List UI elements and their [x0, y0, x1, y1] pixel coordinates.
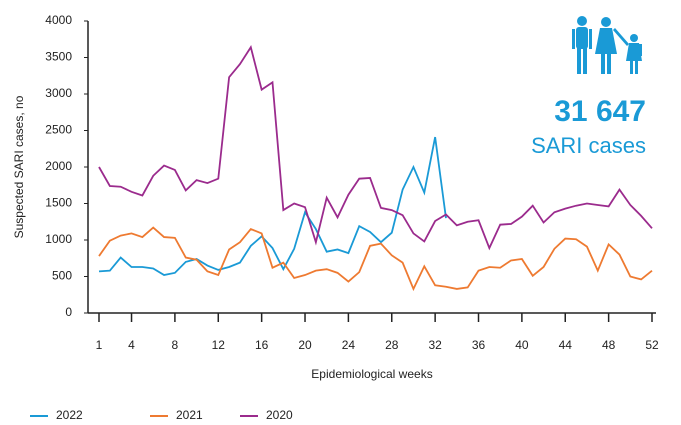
- x-tick-label: 48: [602, 338, 616, 352]
- annotation-number: 31 647: [554, 95, 646, 128]
- x-tick-label: 52: [645, 338, 659, 352]
- x-tick-label: 16: [255, 338, 269, 352]
- x-tick-label: 8: [172, 338, 179, 352]
- x-tick-label: 4: [128, 338, 135, 352]
- family-icon: [572, 16, 642, 74]
- x-tick-label: 12: [212, 338, 226, 352]
- series-line: [98, 226, 653, 292]
- x-tick-label: 32: [428, 338, 442, 352]
- y-tick-label: 3000: [45, 86, 72, 100]
- y-tick-label: 3500: [45, 50, 72, 64]
- series-line: [98, 45, 653, 251]
- x-tick-label: 28: [385, 338, 399, 352]
- x-tick-label: 36: [472, 338, 486, 352]
- x-tick-label: 44: [559, 338, 573, 352]
- x-tick-label: 1: [96, 338, 103, 352]
- y-tick-label: 2500: [45, 123, 72, 137]
- y-tick-label: 0: [65, 305, 72, 319]
- x-tick-label: 24: [342, 338, 356, 352]
- y-tick-label: 1500: [45, 196, 72, 210]
- legend-label: 2021: [176, 408, 203, 422]
- y-tick-label: 500: [52, 269, 72, 283]
- legend-label: 2022: [56, 408, 83, 422]
- x-tick-label: 20: [298, 338, 312, 352]
- x-axis-label: Epidemiological weeks: [311, 367, 432, 381]
- y-axis-label: Suspected SARI cases, no: [12, 95, 26, 238]
- annotation-text: SARI cases: [531, 133, 646, 158]
- legend-label: 2020: [266, 408, 293, 422]
- y-tick-label: 4000: [45, 13, 72, 27]
- series-line: [98, 136, 447, 276]
- y-tick-label: 2000: [45, 159, 72, 173]
- y-tick-label: 1000: [45, 232, 72, 246]
- x-tick-label: 40: [515, 338, 529, 352]
